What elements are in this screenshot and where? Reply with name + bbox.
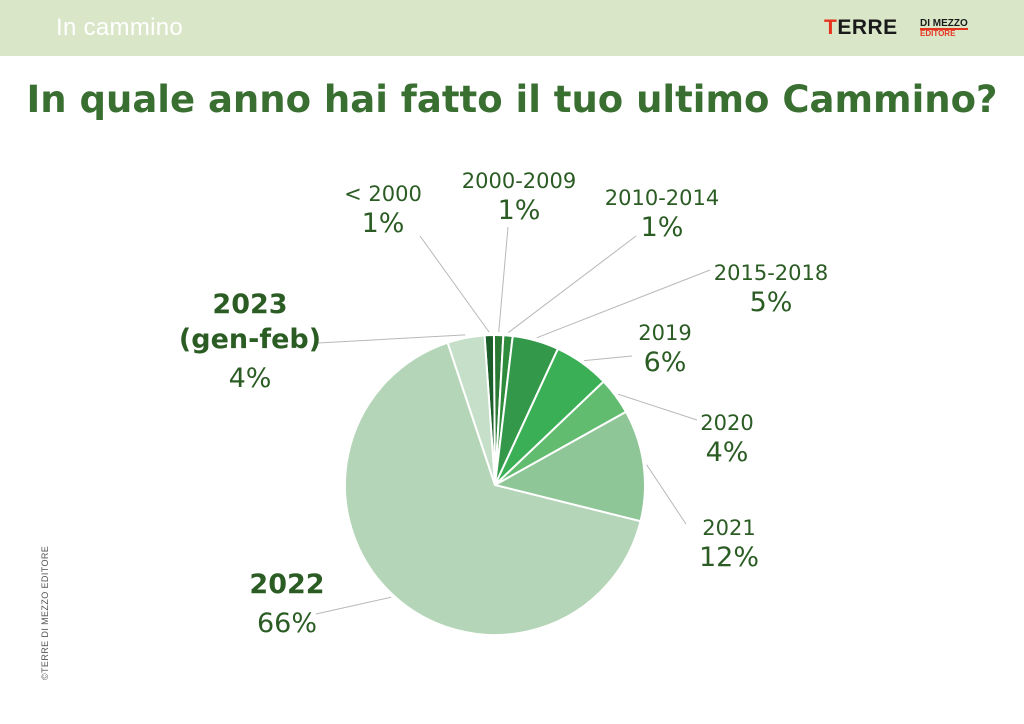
publisher-logo: TERRE DI MEZZO EDITORE xyxy=(824,16,974,46)
leader-line xyxy=(536,269,711,339)
slice-value-label: 4% xyxy=(229,363,272,394)
leader-lines xyxy=(315,226,711,615)
slice-category-label: (gen-feb) xyxy=(179,324,321,355)
logo-rest: ERRE xyxy=(837,16,898,39)
top-bar xyxy=(0,0,1024,56)
slice-category-label: 2000-2009 xyxy=(462,169,576,193)
slice-category-label: 2022 xyxy=(249,569,324,600)
logo-sub1: DI MEZZO xyxy=(920,18,968,29)
slice-value-label: 12% xyxy=(699,542,759,573)
leader-line xyxy=(646,464,687,525)
slice-value-label: 1% xyxy=(498,195,541,226)
leader-line xyxy=(498,226,509,333)
slice-category-label: 2021 xyxy=(702,516,755,540)
slice-value-label: 1% xyxy=(641,212,684,243)
logo-red-letter: T xyxy=(824,16,838,39)
leader-line xyxy=(584,355,633,362)
leader-line xyxy=(508,235,637,333)
slice-value-label: 5% xyxy=(750,287,793,318)
pie-slice-2022 xyxy=(344,341,642,636)
slice-category-label: 2015-2018 xyxy=(714,261,828,285)
slice-category-label: 2020 xyxy=(700,411,753,435)
slice-category-label: 2019 xyxy=(638,321,691,345)
logo-sub2: EDITORE xyxy=(920,29,956,38)
slice-value-label: 4% xyxy=(706,437,749,468)
section-label: In cammino xyxy=(56,14,184,41)
leader-line xyxy=(419,235,490,333)
logo-rule xyxy=(920,28,968,30)
slice-value-label: 1% xyxy=(362,208,405,239)
leader-line xyxy=(315,596,392,615)
slice-category-label: 2010-2014 xyxy=(605,186,719,210)
slice-value-label: 66% xyxy=(257,608,317,639)
slice-category-label: < 2000 xyxy=(344,182,422,206)
pie-slice-2023-gen-feb- xyxy=(446,334,496,486)
slice-category-label: 2023 xyxy=(212,289,287,320)
leader-line xyxy=(317,334,466,344)
page-title: In quale anno hai fatto il tuo ultimo Ca… xyxy=(26,78,998,121)
pie-slices xyxy=(344,333,646,636)
slice-value-label: 6% xyxy=(644,347,687,378)
copyright-text: ©TERRE DI MEZZO EDITORE xyxy=(40,545,50,680)
logo-main-text: TERRE xyxy=(824,16,898,40)
leader-line xyxy=(617,393,698,421)
